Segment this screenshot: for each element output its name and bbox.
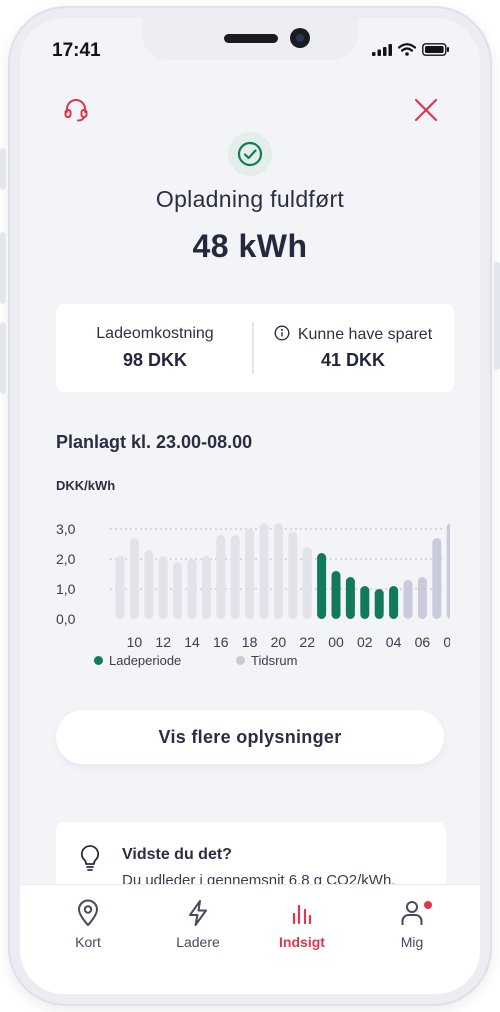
page-title: Opladning fuldført: [155, 186, 345, 212]
tab-label: Mig: [400, 934, 424, 950]
x-tick-label: 22: [299, 634, 315, 650]
legend-window: Tidsrum: [236, 653, 297, 668]
price-bar: [360, 586, 370, 619]
price-bar: [129, 538, 139, 619]
side-button: [0, 322, 6, 394]
price-chart: DKK/kWh 0,0 1,0 2,0 3,0 10 12 14 16 18 20 22 00 02 0…: [56, 478, 450, 650]
x-tick-label: 16: [213, 634, 229, 650]
price-bar: [259, 523, 269, 619]
price-bar: [446, 523, 450, 619]
y-tick-label: 3,0: [56, 521, 76, 537]
x-tick-label: 00: [328, 634, 344, 650]
more-info-button[interactable]: Vis flere oplysninger: [56, 710, 444, 764]
status-icons: [372, 43, 450, 56]
x-tick-label: 20: [271, 634, 287, 650]
tab-label: Indsigt: [279, 934, 325, 950]
user-icon: [401, 901, 423, 925]
cost-label: Ladeomkostning: [96, 325, 214, 342]
y-tick-label: 2,0: [56, 551, 76, 567]
price-bar: [187, 559, 197, 619]
savings-column: Kunne have sparet 41 DKK: [254, 304, 452, 392]
price-bar: [144, 550, 154, 619]
chart-ylabel: DKK/kWh: [56, 478, 115, 493]
battery-icon: [422, 43, 449, 56]
headset-icon[interactable]: [62, 96, 90, 124]
tab-indsigt[interactable]: Indsigt: [256, 899, 348, 950]
tab-label: Ladere: [176, 934, 220, 950]
tip-title: Vidste du det?: [122, 846, 232, 863]
savings-label-row: Kunne have sparet: [254, 325, 452, 346]
signal-icon: [372, 43, 392, 56]
x-tick-label: 08: [443, 634, 450, 650]
price-bar: [288, 532, 298, 619]
savings-value: 41 DKK: [320, 350, 386, 370]
tab-label: Kort: [75, 934, 101, 950]
speaker: [224, 34, 278, 43]
price-bar: [230, 535, 240, 619]
price-bar: [115, 556, 125, 619]
wifi-icon: [398, 43, 416, 56]
legend-label: Ladeperiode: [109, 653, 182, 668]
price-bar: [201, 556, 211, 619]
price-bar: [173, 562, 183, 619]
energy-amount: 48 kWh: [192, 228, 308, 264]
y-tick-label: 1,0: [56, 581, 76, 597]
bar-chart-icon: [292, 904, 312, 925]
price-bar: [245, 529, 255, 619]
x-tick-label: 10: [127, 634, 143, 650]
tab-bar: Kort Ladere Indsigt Mig: [20, 884, 480, 994]
price-bar: [273, 523, 283, 619]
price-bar: [158, 556, 168, 619]
schedule-title: Planlagt kl. 23.00-08.00: [56, 432, 253, 452]
divider: [252, 322, 254, 374]
price-bar: [374, 589, 384, 619]
savings-label: Kunne have sparet: [297, 326, 433, 343]
screen: 17:41: [20, 18, 480, 994]
x-tick-label: 14: [184, 634, 200, 650]
x-tick-label: 06: [415, 634, 431, 650]
price-bar: [345, 577, 355, 619]
x-tick-label: 12: [155, 634, 171, 650]
x-tick-label: 18: [242, 634, 258, 650]
close-icon[interactable]: [412, 96, 440, 124]
price-bar: [302, 547, 312, 619]
side-button: [494, 262, 500, 370]
legend-label: Tidsrum: [251, 653, 298, 668]
legend-charging: Ladeperiode: [94, 653, 181, 668]
notch: [142, 18, 358, 60]
x-tick-label: 04: [386, 634, 402, 650]
tab-ladere[interactable]: Ladere: [152, 899, 244, 950]
check-icon: [228, 132, 272, 176]
price-bar: [216, 535, 226, 619]
cost-summary-card: Ladeomkostning 98 DKK Kunne have sparet …: [56, 304, 454, 392]
status-time: 17:41: [52, 40, 101, 61]
price-bar: [417, 577, 427, 619]
info-icon[interactable]: [274, 325, 290, 346]
price-bar: [432, 538, 442, 619]
legend-dot: [94, 656, 103, 665]
notification-badge: [424, 901, 432, 909]
lightning-icon: [189, 900, 207, 926]
price-bar: [389, 586, 399, 619]
price-bar: [317, 553, 327, 619]
map-pin-icon: [78, 899, 98, 926]
cost-column: Ladeomkostning 98 DKK: [56, 304, 254, 392]
x-tick-label: 02: [357, 634, 373, 650]
side-button: [0, 232, 6, 304]
cost-value: 98 DKK: [122, 350, 188, 370]
price-bar: [331, 571, 341, 619]
tab-kort[interactable]: Kort: [42, 899, 134, 950]
lightbulb-icon: [78, 844, 102, 877]
price-bar: [403, 580, 413, 619]
tab-mig[interactable]: Mig: [366, 899, 458, 950]
camera-icon: [290, 28, 310, 48]
legend-dot: [236, 656, 245, 665]
side-button: [0, 148, 6, 190]
y-tick-label: 0,0: [56, 611, 76, 627]
